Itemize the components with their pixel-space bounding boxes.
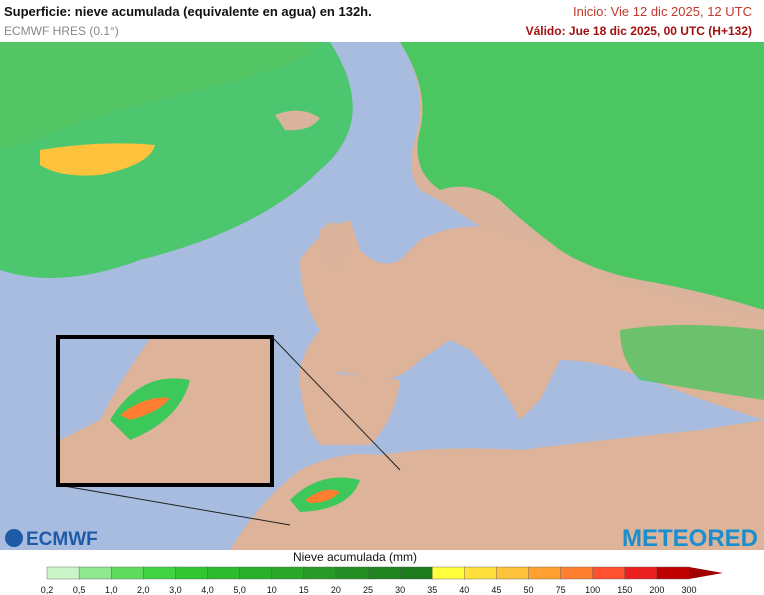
britain: [319, 222, 347, 270]
colorbar-segment: [399, 566, 433, 580]
snow-turkey: [620, 325, 764, 400]
colorbar-label: 300: [681, 585, 696, 595]
colorbar-label: 0,2: [41, 585, 54, 595]
colorbar-label: 20: [331, 585, 341, 595]
colorbar-label: 50: [523, 585, 533, 595]
meteored-logo: METEORED: [622, 525, 758, 552]
colorbar-segment: [110, 566, 144, 580]
colorbar-label: 40: [459, 585, 469, 595]
colorbar-label: 1,0: [105, 585, 118, 595]
africa: [230, 420, 764, 550]
colorbar-segment: [496, 566, 530, 580]
logo-text: ECMWF: [26, 529, 98, 550]
colorbar-label: 75: [556, 585, 566, 595]
snow-atlas-high: [305, 489, 340, 503]
title: Superficie: nieve acumulada (equivalente…: [4, 4, 372, 19]
snow-atlantic: [0, 42, 353, 278]
colorbar-label: 10: [267, 585, 277, 595]
colorbar-segment: [656, 566, 690, 580]
colorbar-segment: [78, 566, 112, 580]
ecmwf-logo: ECMWF: [5, 529, 98, 550]
colorbar-label: 4,0: [201, 585, 214, 595]
colorbar-label: 30: [395, 585, 405, 595]
snow-high: [40, 143, 155, 176]
colorbar-label: 100: [585, 585, 600, 595]
colorbar-segment: [303, 566, 337, 580]
colorbar-label: 15: [299, 585, 309, 595]
colorbar: 0,2 0,5 1,0 2,0 3,0 4,0 5,0 10 15 20 25 30 35 40 45 50 7…: [41, 566, 723, 595]
iceland: [275, 110, 320, 131]
colorbar-segment: [560, 566, 594, 580]
colorbar-segment: [528, 566, 562, 580]
iberia: [300, 370, 400, 445]
valid-time: Válido: Jue 18 dic 2025, 00 UTC (H+132): [526, 24, 752, 38]
init-time: Inicio: Vie 12 dic 2025, 12 UTC: [573, 4, 752, 19]
colorbar-segment: [592, 566, 626, 580]
logo-icon: [5, 529, 23, 547]
colorbar-label: 2,0: [137, 585, 150, 595]
snow-north: [400, 42, 764, 310]
colorbar-segment: [143, 566, 177, 580]
colorbar-label: 45: [491, 585, 501, 595]
colorbar-label: 3,0: [169, 585, 182, 595]
legend-title: Nieve acumulada (mm): [293, 550, 417, 564]
colorbar-segment: [239, 566, 273, 580]
colorbar-segment: [624, 566, 658, 580]
colorbar-segment: [271, 566, 305, 580]
colorbar-label: 150: [617, 585, 632, 595]
colorbar-label: 5,0: [233, 585, 246, 595]
model: ECMWF HRES (0.1°): [4, 24, 119, 38]
colorbar-label: 200: [649, 585, 664, 595]
inset-sea: [60, 339, 150, 440]
colorbar-segment: [367, 566, 401, 580]
colorbar-segment: [46, 566, 80, 580]
colorbar-label: 35: [427, 585, 437, 595]
colorbar-segment: [335, 566, 369, 580]
inset-pointer: [271, 336, 401, 471]
colorbar-label: 25: [363, 585, 373, 595]
colorbar-segment: [432, 566, 466, 580]
colorbar-arrow: [689, 567, 723, 579]
map: [0, 42, 764, 550]
colorbar-label: 0,5: [73, 585, 86, 595]
inset-pointer: [57, 484, 291, 526]
colorbar-segment: [207, 566, 241, 580]
inset-snow-high: [120, 397, 170, 420]
colorbar-segment: [175, 566, 209, 580]
colorbar-segment: [464, 566, 498, 580]
